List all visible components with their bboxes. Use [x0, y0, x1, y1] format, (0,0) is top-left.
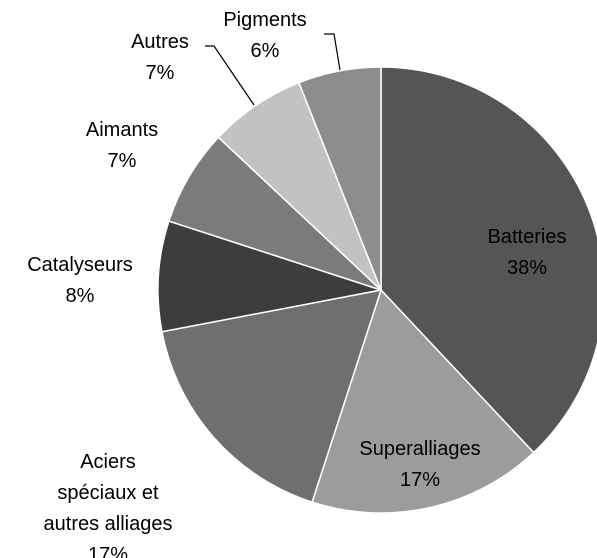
pie-slice	[157, 220, 382, 333]
slice-label: Autres 7%	[93, 27, 228, 89]
pie-slice	[380, 66, 597, 454]
pie-slice	[311, 288, 535, 514]
category-name: Autres	[131, 31, 189, 53]
slice-label: Aciers spéciaux et autres alliages 17%	[41, 447, 176, 558]
category-name: Pigments	[223, 9, 307, 31]
value-label: 8%	[65, 285, 95, 307]
leader-line	[324, 33, 341, 71]
slice-label: Superalliages 17%	[353, 434, 488, 496]
value-label: 17%	[87, 544, 129, 558]
category-name: Aimants	[85, 119, 159, 141]
value-label: 17%	[399, 469, 441, 491]
slice-label: Aimants 7%	[55, 115, 190, 177]
pie-slice	[297, 66, 382, 291]
slice-label: Catalyseurs 8%	[13, 250, 148, 312]
slice-label: Batteries 38%	[460, 222, 595, 284]
slice-label: Pigments 6%	[198, 5, 333, 67]
pie-slice	[161, 289, 383, 504]
leader-line	[205, 45, 255, 106]
category-name: Batteries	[487, 226, 567, 248]
value-label: 7%	[107, 150, 137, 172]
slices	[157, 66, 597, 514]
value-label: 6%	[250, 40, 280, 62]
value-label: 7%	[145, 62, 175, 84]
category-name: Aciers spéciaux et autres alliages	[43, 451, 173, 535]
value-label: 38%	[506, 257, 548, 279]
category-name: Catalyseurs	[27, 254, 133, 276]
category-name: Superalliages	[359, 438, 481, 460]
